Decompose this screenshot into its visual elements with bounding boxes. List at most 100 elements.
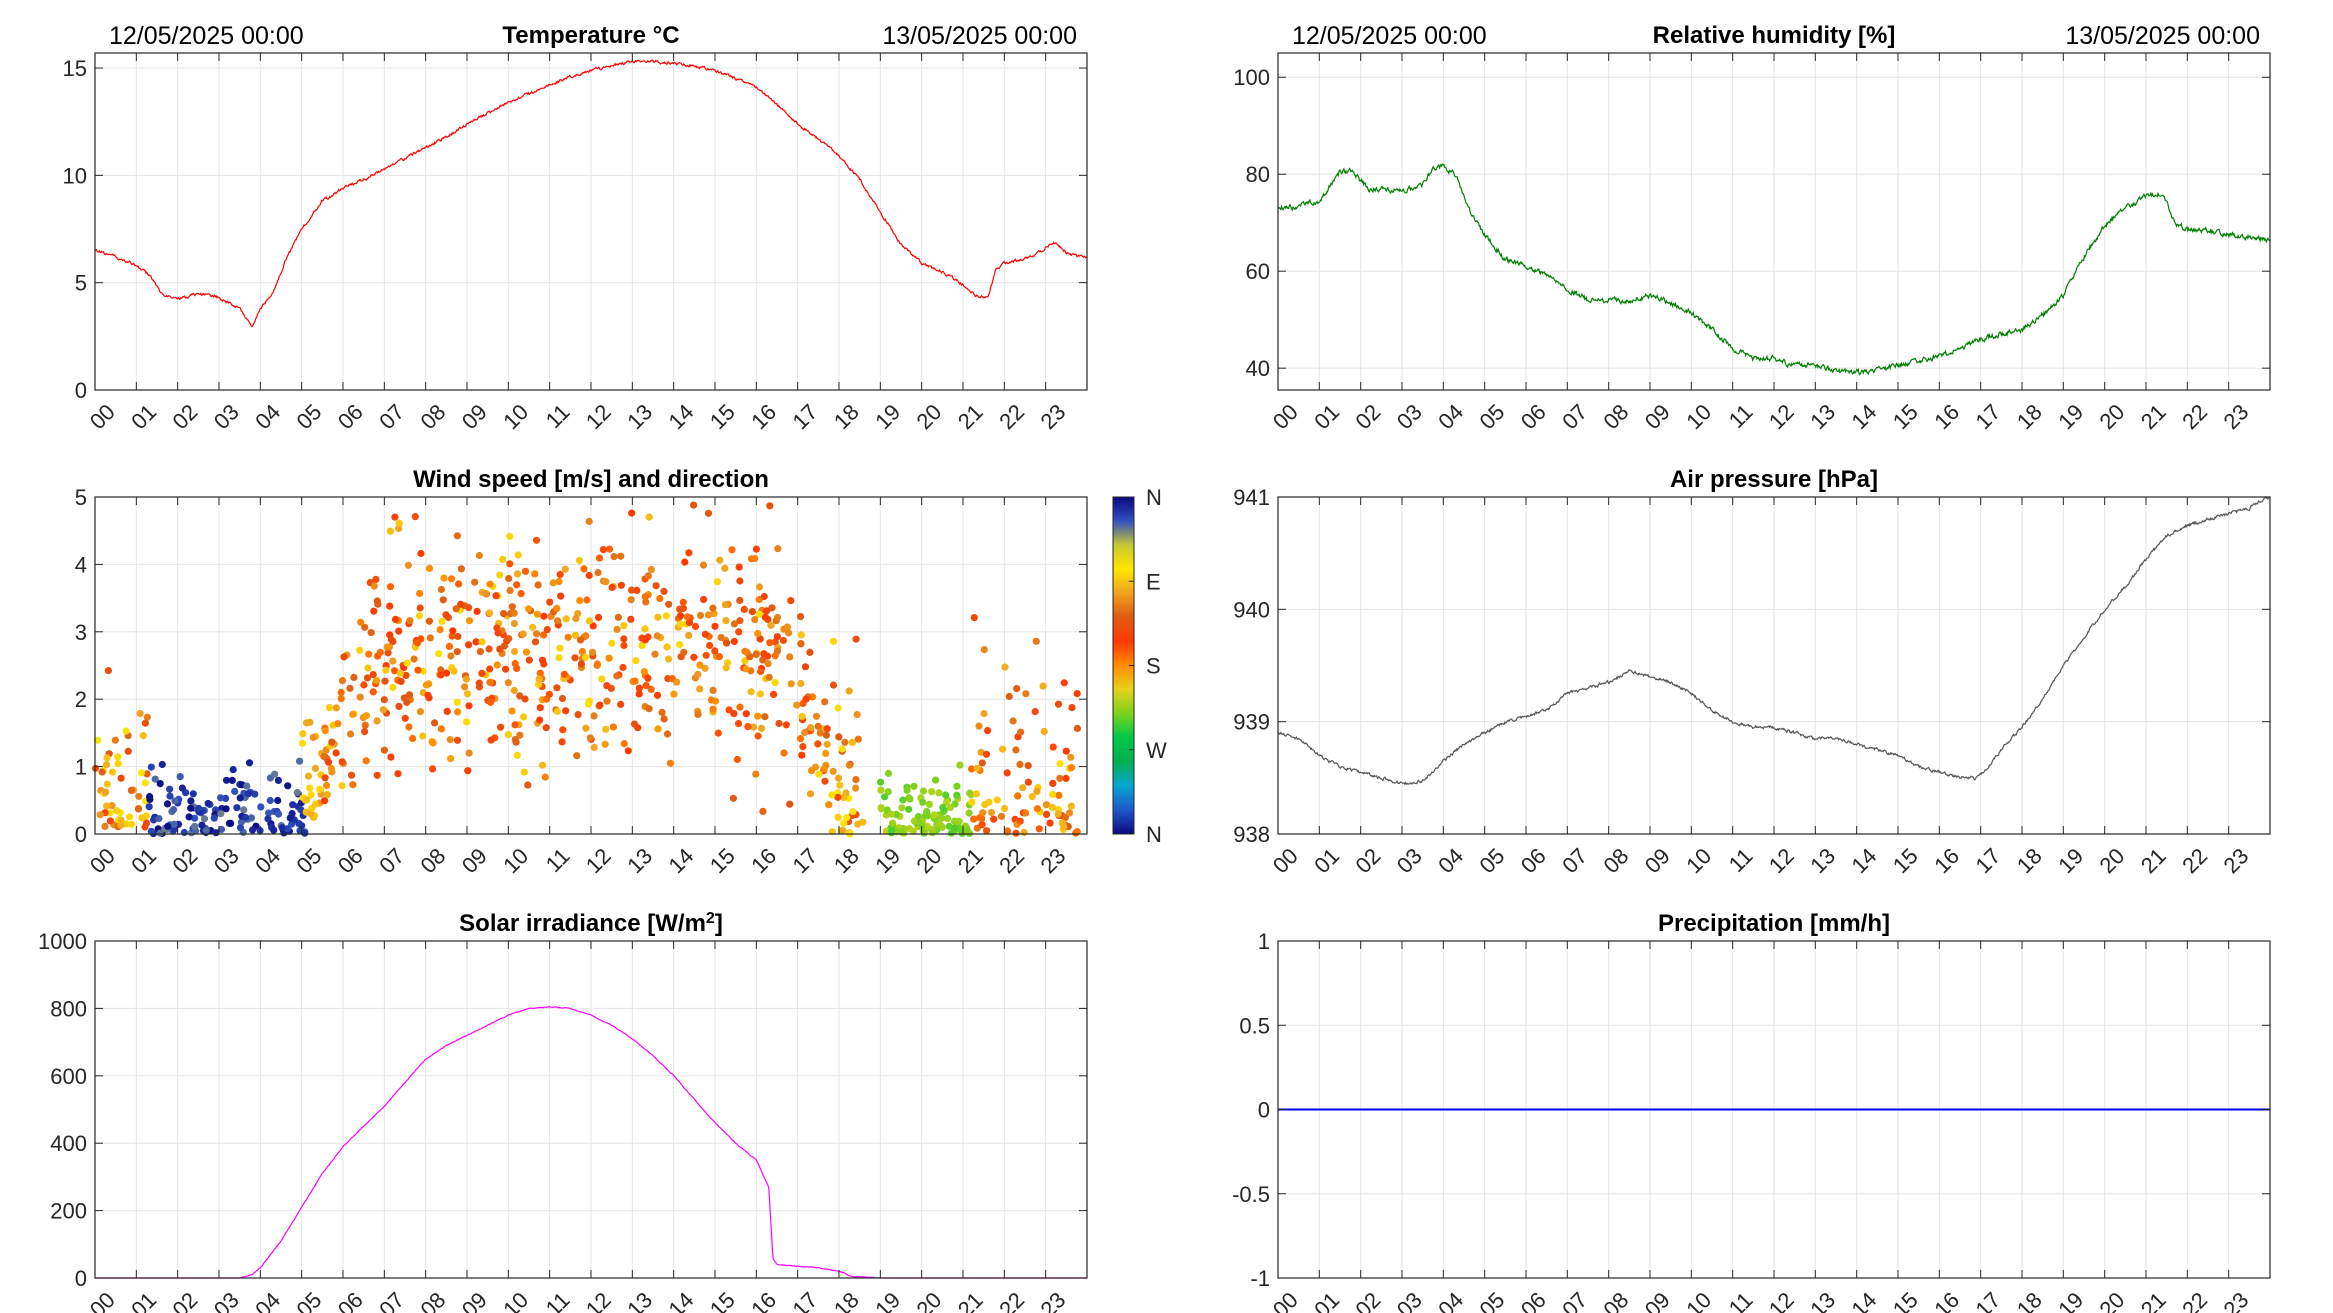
wind-point	[923, 808, 931, 816]
wind-point	[497, 723, 505, 731]
wind-point	[210, 814, 218, 822]
x-tick-label: 21	[2136, 843, 2171, 878]
wind-point	[586, 734, 594, 742]
wind-point	[799, 743, 807, 751]
wind-point	[438, 617, 446, 626]
wind-point	[391, 513, 399, 521]
wind-point	[542, 724, 550, 732]
wind-point	[829, 767, 837, 776]
wind-point	[486, 580, 494, 588]
wind-point	[380, 746, 388, 754]
wind-point	[387, 635, 395, 644]
x-tick-label: 23	[2219, 399, 2254, 434]
wind-point	[635, 690, 643, 698]
y-tick-label: 1000	[38, 929, 87, 954]
wind-point	[94, 736, 102, 744]
wind-point	[710, 610, 718, 618]
wind-point	[553, 684, 561, 692]
wind-point	[448, 632, 456, 640]
x-tick-label: 22	[994, 1287, 1029, 1313]
wind-point	[449, 627, 457, 635]
wind-point	[135, 792, 143, 800]
wind-point	[594, 569, 602, 577]
wind-point	[696, 661, 704, 669]
x-tick-label: 12	[581, 399, 616, 434]
wind-point	[346, 730, 355, 738]
wind-point	[465, 641, 473, 649]
wind-point	[320, 752, 328, 761]
x-tick-label: 02	[1351, 1287, 1386, 1313]
x-tick-label: 19	[2053, 1287, 2088, 1313]
wind-point	[217, 825, 226, 834]
wind-point	[349, 781, 357, 789]
wind-point	[690, 653, 698, 661]
wind-point	[443, 707, 451, 716]
wind-point	[166, 785, 174, 793]
wind-point	[953, 782, 961, 790]
wind-point	[463, 690, 471, 698]
wind-point	[690, 501, 698, 509]
wind-point	[773, 633, 781, 641]
wind-point	[383, 643, 391, 651]
wind-point	[596, 701, 604, 709]
x-tick-label: 18	[829, 1287, 864, 1313]
wind-point	[582, 724, 590, 732]
x-tick-label: 10	[1681, 1287, 1716, 1313]
wind-point	[122, 727, 130, 735]
wind-point	[520, 713, 528, 721]
wind-point	[108, 768, 117, 776]
wind-point	[787, 680, 795, 688]
wind-point	[555, 577, 563, 586]
x-tick-label: 02	[1351, 843, 1386, 878]
x-tick-label: 23	[1036, 1287, 1071, 1313]
wind-point	[373, 597, 381, 605]
wind-point	[1056, 774, 1064, 782]
wind-point	[454, 632, 462, 641]
x-tick-label: 01	[126, 1287, 161, 1313]
wind-point	[829, 637, 838, 645]
wind-point	[386, 583, 395, 591]
wind-point	[816, 729, 824, 737]
wind-point	[453, 736, 462, 744]
wind-point	[535, 675, 543, 683]
wind-point	[155, 815, 163, 823]
wind-point	[694, 670, 702, 679]
wind-point	[425, 564, 434, 573]
wind-point	[928, 829, 937, 837]
wind-point	[558, 738, 566, 746]
wind-point	[859, 818, 867, 826]
wind-point	[617, 552, 625, 560]
y-tick-label: 941	[1233, 485, 1270, 510]
wind-point	[301, 829, 309, 837]
wind-point	[520, 768, 529, 776]
wind-point	[513, 751, 521, 760]
wind-point	[222, 805, 230, 813]
wind-point	[337, 695, 345, 703]
wind-point	[236, 824, 245, 832]
wind-point	[437, 671, 445, 679]
wind-point	[471, 578, 479, 586]
wind-point	[654, 613, 662, 621]
wind-point	[311, 764, 320, 773]
wind-point	[369, 688, 377, 696]
wind-point	[492, 592, 500, 600]
wind-point	[734, 720, 743, 728]
wind-point	[414, 639, 422, 647]
wind-point	[170, 820, 178, 828]
wind-point	[905, 805, 913, 813]
wind-point	[849, 808, 857, 816]
wind-point	[670, 690, 678, 698]
wind-point	[756, 690, 765, 698]
wind-point	[540, 612, 548, 620]
wind-point	[405, 691, 414, 699]
wind-point	[1054, 700, 1063, 708]
wind-point	[945, 822, 953, 830]
temperature-series-line	[94, 59, 1087, 328]
wind-point	[820, 765, 828, 773]
wind-point	[505, 574, 513, 583]
wind-point	[764, 660, 772, 668]
wind-point	[1067, 802, 1075, 810]
wind-point	[841, 738, 849, 746]
x-tick-label: 07	[374, 1287, 409, 1313]
x-tick-label: 08	[1599, 843, 1634, 878]
